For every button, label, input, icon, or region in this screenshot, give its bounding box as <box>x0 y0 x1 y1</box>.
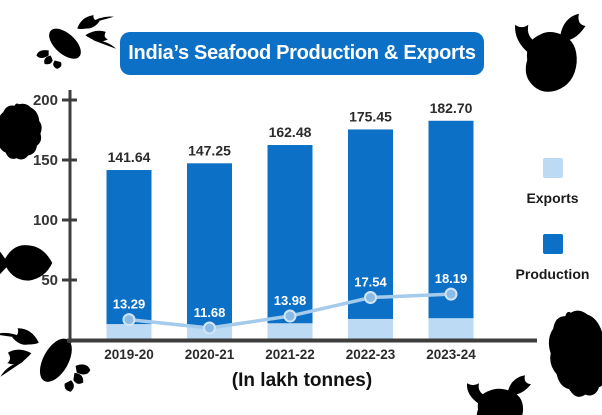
production-value-label: 141.64 <box>108 149 151 165</box>
y-axis <box>68 90 72 343</box>
export-value-label: 18.19 <box>435 271 468 286</box>
chart-title-text: India’s Seafood Production & Exports <box>128 42 476 64</box>
production-bar <box>428 120 474 340</box>
export-bar <box>106 324 152 340</box>
x-axis <box>67 338 537 343</box>
chart-title: India’s Seafood Production & Exports <box>120 32 484 75</box>
export-marker <box>364 291 377 305</box>
y-axis-tick <box>62 158 77 162</box>
y-tick-label: 200 <box>33 92 58 109</box>
production-bar <box>187 163 232 340</box>
legend-exports: Exports <box>505 158 600 206</box>
export-value-label: 13.29 <box>113 297 146 312</box>
export-marker <box>283 309 297 323</box>
x-tick-label: 2019-20 <box>104 347 154 362</box>
y-tick-label: 150 <box>33 152 58 169</box>
export-value-label: 17.54 <box>354 275 387 290</box>
y-axis-tick <box>62 98 77 102</box>
x-tick-label: 2023-24 <box>426 347 476 362</box>
legend-production-label: Production <box>515 266 590 282</box>
legend-production: Production <box>505 234 600 282</box>
legend-exports-label: Exports <box>526 190 579 206</box>
export-value-label: 13.98 <box>274 293 307 308</box>
export-marker <box>203 321 216 335</box>
production-bar <box>348 129 393 340</box>
x-tick-label: 2022-23 <box>346 347 396 362</box>
export-value-label: 11.68 <box>194 305 226 320</box>
export-bar <box>348 318 393 340</box>
export-marker <box>122 313 136 327</box>
production-value-label: 162.48 <box>269 124 312 140</box>
units-caption: (In lakh tonnes) <box>231 370 373 391</box>
production-bar <box>267 145 313 340</box>
y-axis-tick <box>62 218 77 222</box>
chart-legend: Exports Production <box>505 158 600 282</box>
legend-production-swatch <box>542 234 563 254</box>
y-tick-label: 50 <box>41 272 58 289</box>
export-bar <box>428 318 474 340</box>
export-marker <box>444 287 458 301</box>
production-value-label: 182.70 <box>430 100 473 116</box>
production-value-label: 175.45 <box>349 108 392 124</box>
x-tick-label: 2020-21 <box>185 347 235 362</box>
x-tick-label: 2021-22 <box>265 347 315 362</box>
y-axis-tick <box>62 278 77 282</box>
production-value-label: 147.25 <box>188 142 231 158</box>
y-tick-label: 100 <box>33 212 58 229</box>
legend-exports-swatch <box>542 158 563 178</box>
export-bar <box>267 323 313 340</box>
production-bar <box>106 170 152 340</box>
